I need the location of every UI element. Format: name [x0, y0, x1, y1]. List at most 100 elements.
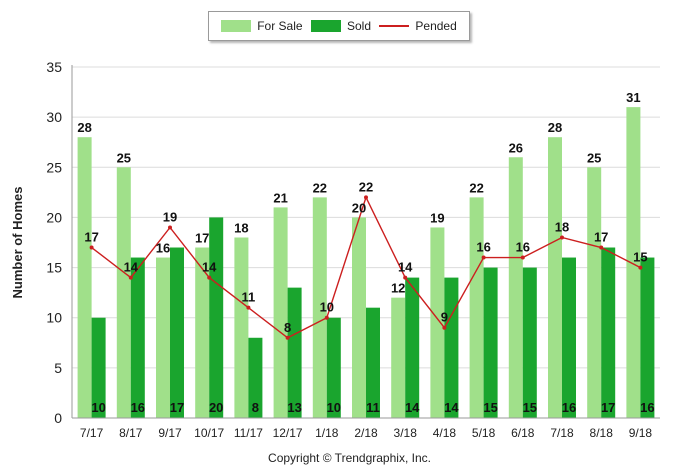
bar-for-sale-2-18	[352, 217, 366, 418]
label-pended-7-18: 18	[555, 219, 569, 234]
bar-for-sale-11-17	[234, 237, 249, 418]
legend-swatch-for-sale	[221, 20, 252, 32]
bar-for-sale-1-18	[312, 197, 327, 418]
label-for-sale-9-18: 31	[626, 90, 640, 105]
label-for-sale-7-17: 28	[77, 120, 91, 135]
y-axis-title: Number of Homes	[10, 187, 25, 299]
bar-for-sale-9-17	[156, 257, 170, 418]
label-pended-12-17: 8	[284, 320, 291, 335]
bar-sold-3-18	[405, 277, 420, 418]
axes: 0 5 10 15 20 25 30 35 Number of Homes 7/17 8/17 9/1…	[10, 59, 660, 440]
label-pended-1-18: 10	[320, 300, 334, 315]
pended-point-8-18	[599, 245, 604, 250]
x-tick-label-9-18: 9/18	[629, 426, 653, 440]
label-sold-7-17: 10	[91, 400, 105, 415]
label-for-sale-9-17: 16	[156, 241, 170, 256]
x-tick-label-3-18: 3/18	[394, 426, 418, 440]
label-sold-11-17: 8	[252, 400, 259, 415]
bar-for-sale-3-18	[391, 297, 406, 418]
x-tick-label-1-18: 1/18	[315, 426, 339, 440]
label-for-sale-7-18: 28	[548, 120, 562, 135]
label-pended-6-18: 16	[516, 240, 530, 255]
bar-for-sale-10-17	[195, 247, 210, 418]
label-for-sale-5-18: 22	[469, 180, 483, 195]
label-for-sale-4-18: 19	[430, 210, 444, 225]
pended-point-7-17	[89, 245, 94, 250]
legend-item-sold: Sold	[310, 19, 371, 33]
x-tick-label-9-17: 9/17	[158, 426, 182, 440]
pended-point-10-17	[207, 275, 212, 280]
label-sold-9-18: 16	[640, 400, 654, 415]
bars	[77, 107, 655, 418]
x-tick-label-4-18: 4/18	[433, 426, 457, 440]
label-sold-6-18: 15	[523, 400, 537, 415]
bar-sold-1-18	[326, 317, 341, 418]
legend-item-pended: Pended	[379, 19, 457, 33]
label-sold-5-18: 15	[483, 400, 497, 415]
x-tick-label-7-18: 7/18	[550, 426, 574, 440]
bar-sold-7-17	[91, 317, 106, 418]
pended-point-9-17	[168, 225, 172, 230]
label-pended-9-18: 15	[633, 250, 647, 265]
x-tick-label-2-18: 2/18	[354, 426, 378, 440]
x-tick-label-8-18: 8/18	[590, 426, 614, 440]
label-sold-1-18: 10	[327, 400, 341, 415]
legend: For Sale Sold Pended	[208, 11, 470, 41]
label-pended-5-18: 16	[476, 240, 490, 255]
label-for-sale-8-18: 25	[587, 150, 601, 165]
bar-for-sale-9-18	[626, 107, 641, 418]
label-for-sale-1-18: 22	[313, 180, 327, 195]
label-pended-10-17: 14	[202, 260, 217, 275]
bar-sold-8-17	[130, 257, 145, 418]
pended-point-8-17	[128, 275, 133, 280]
bar-for-sale-5-18	[469, 197, 484, 418]
y-tick-label-5: 5	[54, 360, 62, 376]
bar-sold-4-18	[444, 277, 459, 418]
label-sold-12-17: 13	[287, 400, 301, 415]
bar-sold-7-18	[562, 257, 576, 418]
label-for-sale-6-18: 26	[509, 140, 523, 155]
y-tick-label-10: 10	[46, 310, 62, 326]
label-for-sale-10-17: 17	[195, 231, 209, 246]
x-tick-label-11-17: 11/17	[234, 426, 263, 440]
label-pended-11-17: 11	[242, 290, 256, 305]
legend-swatch-pended	[379, 25, 410, 27]
pended-series	[89, 195, 643, 340]
pended-point-9-18	[638, 265, 643, 270]
y-tick-label-0: 0	[54, 410, 62, 426]
label-sold-9-17: 17	[170, 400, 184, 415]
y-tick-label-35: 35	[46, 59, 62, 75]
bar-for-sale-6-18	[508, 157, 523, 418]
bar-for-sale-7-17	[77, 137, 92, 418]
label-pended-8-18: 17	[594, 230, 608, 245]
pended-point-7-18	[560, 235, 564, 240]
x-tick-label-5-18: 5/18	[472, 426, 496, 440]
label-sold-3-18: 14	[405, 400, 420, 415]
y-tick-label-20: 20	[46, 209, 62, 225]
legend-item-for-sale: For Sale	[221, 19, 303, 33]
bar-sold-11-17	[248, 337, 263, 418]
bar-for-sale-8-17	[116, 167, 131, 418]
pended-point-4-18	[442, 325, 447, 330]
bar-sold-10-17	[209, 217, 224, 418]
x-tick-label-10-17: 10/17	[194, 426, 224, 440]
x-tick-label-8-17: 8/17	[119, 426, 143, 440]
label-sold-2-18: 11	[366, 400, 380, 415]
y-tick-label-15: 15	[46, 260, 62, 276]
bar-sold-5-18	[483, 267, 498, 418]
pended-point-12-17	[285, 335, 290, 340]
label-sold-7-18: 16	[562, 400, 576, 415]
pended-point-11-17	[246, 305, 251, 310]
pended-point-2-18	[364, 195, 368, 200]
bar-sold-8-18	[601, 247, 616, 418]
label-pended-3-18: 14	[398, 260, 413, 275]
x-tick-label-12-17: 12/17	[273, 426, 303, 440]
pended-point-3-18	[403, 275, 408, 280]
bar-for-sale-4-18	[430, 227, 445, 418]
legend-swatch-sold	[310, 20, 341, 32]
bar-sold-9-18	[640, 257, 655, 418]
bar-for-sale-12-17	[273, 207, 288, 418]
label-pended-8-17: 14	[124, 260, 139, 275]
label-for-sale-2-18: 20	[352, 200, 366, 215]
x-tick-label-7-17: 7/17	[80, 426, 104, 440]
